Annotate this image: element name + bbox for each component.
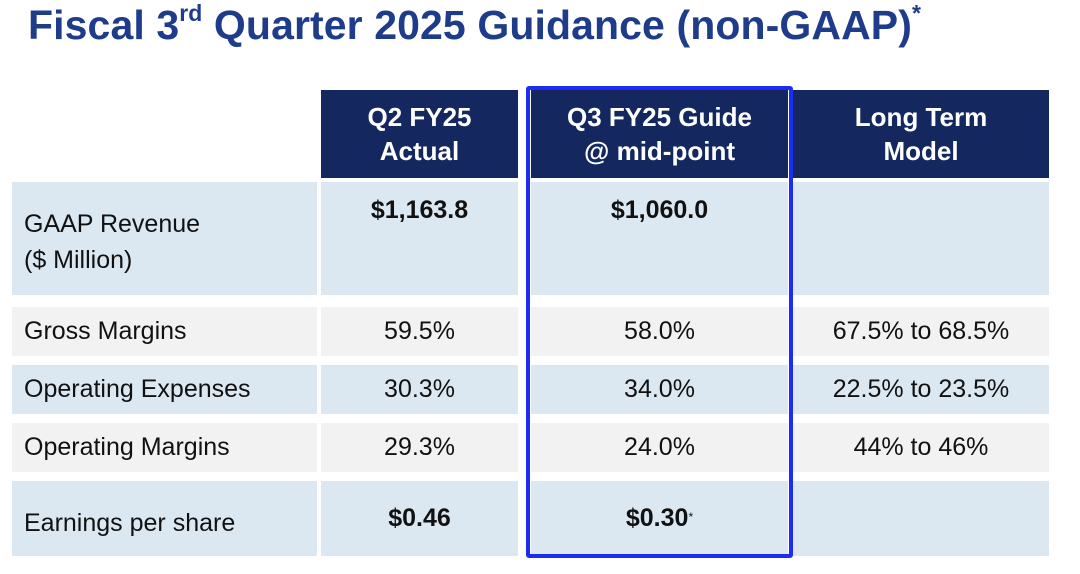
cell-operating-margins-q2: 29.3% [321, 423, 518, 472]
row-label-gaap-revenue-line1: GAAP Revenue [24, 210, 201, 238]
cell-earnings-per-share-long-term [793, 481, 1049, 556]
title-superscript: rd [179, 0, 203, 27]
cell-operating-margins-q3: 24.0% [531, 423, 788, 472]
row-label-gaap-revenue-line2: ($ Million) [24, 246, 133, 274]
cell-gross-margins-long-term: 67.5% to 68.5% [793, 307, 1049, 356]
column-header-q2: Q2 FY25 Actual [321, 90, 518, 178]
cell-gross-margins-q3: 58.0% [531, 307, 788, 356]
cell-gaap-revenue-long-term [793, 182, 1049, 295]
column-header-q3-line1: Q3 FY25 Guide [567, 102, 752, 132]
column-header-long-term-line1: Long Term [854, 102, 988, 132]
row-label-earnings-per-share: Earnings per share [12, 481, 317, 556]
column-header-long-term: Long Term Model [793, 90, 1049, 178]
column-header-q2-line2: Actual [379, 136, 460, 166]
cell-gaap-revenue-q3: $1,060.0 [531, 182, 788, 295]
row-label-gaap-revenue: GAAP Revenue ($ Million) [12, 182, 317, 295]
earnings-per-share-q3-value: $0.30 [625, 504, 689, 532]
title-prefix: Fiscal 3 [28, 2, 180, 48]
row-label-operating-margins: Operating Margins [12, 423, 317, 472]
cell-operating-expenses-long-term: 22.5% to 23.5% [793, 365, 1049, 414]
cell-earnings-per-share-q3: $0.30 * [531, 481, 788, 556]
cell-gross-margins-q2: 59.5% [321, 307, 518, 356]
cell-operating-expenses-q3: 34.0% [531, 365, 788, 414]
earnings-per-share-q3-footnote-marker: * [688, 509, 694, 524]
column-header-long-term-line2: Model [883, 136, 959, 166]
cell-earnings-per-share-q2: $0.46 [321, 481, 518, 556]
page-title: Fiscal 3rd Quarter 2025 Guidance (non-GA… [28, 0, 922, 49]
row-label-gross-margins: Gross Margins [12, 307, 317, 356]
column-header-q3-line2: @ mid-point [584, 136, 735, 166]
cell-operating-expenses-q2: 30.3% [321, 365, 518, 414]
column-header-q2-line1: Q2 FY25 [367, 102, 472, 132]
title-rest: Quarter 2025 Guidance (non-GAAP) [202, 2, 912, 48]
column-header-q3: Q3 FY25 Guide @ mid-point [531, 90, 788, 178]
cell-operating-margins-long-term: 44% to 46% [793, 423, 1049, 472]
row-label-operating-expenses: Operating Expenses [12, 365, 317, 414]
title-asterisk: * [912, 0, 922, 27]
cell-gaap-revenue-q2: $1,163.8 [321, 182, 518, 295]
